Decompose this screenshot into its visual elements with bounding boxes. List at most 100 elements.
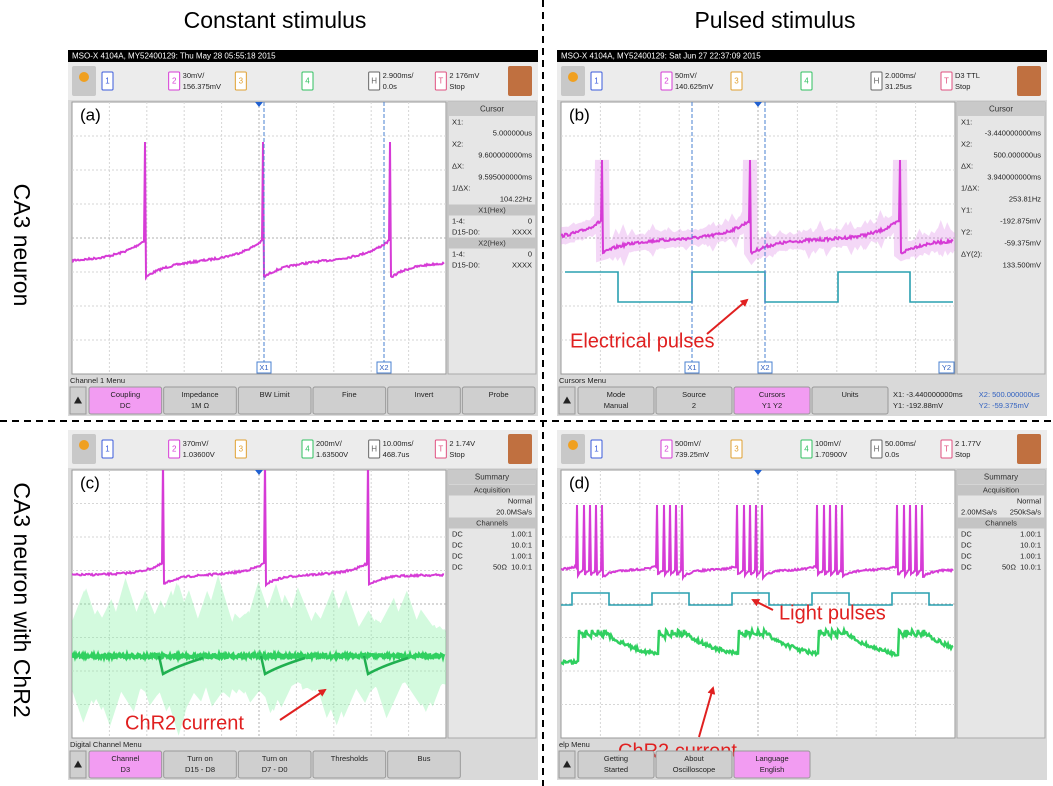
sidebar-text: 3.940000000ms — [987, 172, 1041, 181]
channel-setting: 0.0s — [383, 82, 397, 91]
sidebar-text: 2.00MSa/s — [961, 507, 997, 516]
sidebar-band-label: Acquisition — [474, 485, 510, 494]
sidebar-text: XXXX — [512, 260, 532, 269]
menu-title: Digital Channel Menu — [70, 740, 142, 749]
channel-setting: 50.00ms/ — [885, 439, 917, 448]
panel-label: (d) — [569, 473, 590, 492]
page: Oscilloscope figure {"headers":["Constan… — [0, 0, 1053, 786]
channel-tag: 1 — [105, 445, 110, 454]
sidebar-title: Summary — [984, 473, 1018, 482]
readout: Y2: -59.375mV — [979, 401, 1029, 410]
softkey-label: Coupling — [111, 390, 141, 399]
sidebar-text: 1.00:1 — [511, 551, 532, 560]
run-button[interactable] — [1017, 66, 1041, 96]
softkey-label: DC — [120, 401, 131, 410]
sidebar-text: 104.22Hz — [500, 194, 532, 203]
channel-setting: 2 1.77V — [955, 439, 981, 448]
sidebar-text: -59.375mV — [1004, 238, 1041, 247]
run-button[interactable] — [508, 434, 532, 464]
sidebar-text: 9.595000000ms — [478, 172, 532, 181]
readout: Y1: -192.88mV — [893, 401, 943, 410]
channel-tag: 3 — [734, 445, 739, 454]
channel-setting: Stop — [449, 450, 464, 459]
sidebar-text: 50Ω — [493, 562, 507, 571]
channel-tag: 3 — [239, 445, 244, 454]
sidebar-text: XXXX — [512, 227, 532, 236]
channel-tag: 4 — [305, 445, 310, 454]
scope-panel: MSO-X 4104A, MY52400129: Sat Jun 27 22:3… — [557, 50, 1047, 416]
sidebar-text: 50Ω — [1002, 562, 1016, 571]
channel-setting: 2 176mV — [449, 71, 479, 80]
softkey-label: 2 — [692, 401, 696, 410]
channel-tag: 1 — [105, 77, 110, 86]
sidebar-text: Normal — [1017, 496, 1042, 505]
sidebar-text: 10.0:1 — [511, 562, 532, 571]
sidebar-text: 5.000000us — [493, 128, 532, 137]
channel-setting: 50mV/ — [675, 71, 698, 80]
softkey-label: Started — [604, 765, 628, 774]
softkey-label: Bus — [418, 754, 431, 763]
channel-tag: 2 — [664, 445, 669, 454]
cursor-label: X2 — [379, 363, 388, 372]
page-body: Constant stimulus Pulsed stimulus CA3 ne… — [0, 0, 1053, 786]
sidebar-text: 250kSa/s — [1010, 507, 1042, 516]
channel-tag: H — [371, 445, 377, 454]
sidebar-text: Y2: — [961, 227, 972, 236]
sidebar-text: DC — [961, 540, 972, 549]
channel-tag: 1 — [594, 77, 599, 86]
panel-label: (a) — [80, 105, 101, 124]
sidebar-text: 1-4: — [452, 249, 465, 258]
sidebar-text: 10.0:1 — [1020, 562, 1041, 571]
annotation: Electrical pulses — [570, 330, 715, 352]
channel-setting: 500mV/ — [675, 439, 702, 448]
run-button[interactable] — [1017, 434, 1041, 464]
softkey-label: Turn on — [187, 754, 213, 763]
sidebar-title: Cursor — [480, 105, 504, 114]
sidebar-text: 0 — [528, 216, 532, 225]
channel-setting: 2.900ms/ — [383, 71, 415, 80]
sidebar-text: ΔX: — [961, 161, 973, 170]
channel-setting: 1.63500V — [316, 450, 348, 459]
channel-tag: T — [438, 77, 443, 86]
softkey-label: Cursors — [759, 390, 786, 399]
readout: X1: -3.440000000ms — [893, 390, 963, 399]
cursor-label: Y2 — [942, 363, 951, 372]
intensity-icon — [568, 440, 578, 450]
sidebar-text: 1.00:1 — [511, 529, 532, 538]
cursor-label: X1 — [259, 363, 268, 372]
sidebar-text: Normal — [508, 496, 533, 505]
softkey-label: D7 - D0 — [262, 765, 288, 774]
softkey-label: D3 — [121, 765, 131, 774]
channel-setting: 140.625mV — [675, 82, 713, 91]
intensity-icon — [568, 72, 578, 82]
row-label: CA3 neuron with ChR2 — [9, 482, 35, 717]
sidebar-text: 0 — [528, 249, 532, 258]
sidebar-text: 1/ΔX: — [452, 183, 470, 192]
channel-tag: 3 — [239, 77, 244, 86]
menu-title: Channel 1 Menu — [70, 376, 125, 385]
channel-tag: H — [371, 77, 377, 86]
column-header: Constant stimulus — [184, 7, 367, 33]
softkey-label: Invert — [415, 390, 435, 399]
panel-label: (c) — [80, 473, 100, 492]
run-button[interactable] — [508, 66, 532, 96]
softkey-label: Turn on — [262, 754, 288, 763]
sidebar-text: X2: — [961, 139, 972, 148]
sidebar-band-label: X1(Hex) — [478, 205, 506, 214]
channel-tag: T — [944, 77, 949, 86]
channel-setting: Stop — [449, 82, 464, 91]
softkey-label: Probe — [489, 390, 509, 399]
sidebar-text: 9.600000000ms — [478, 150, 532, 159]
sidebar-text: 500.000000us — [993, 150, 1041, 159]
softkey-label: D15 - D8 — [185, 765, 215, 774]
cursor-label: X2 — [760, 363, 769, 372]
menu-title: elp Menu — [559, 740, 590, 749]
softkey-label: English — [760, 765, 785, 774]
channel-setting: 1.70900V — [815, 450, 847, 459]
sidebar-text: DC — [961, 529, 972, 538]
softkey-label: Thresholds — [331, 754, 368, 763]
sidebar-text: ΔY(2): — [961, 249, 982, 258]
softkey-label: Language — [755, 754, 788, 763]
sidebar-band-label: Channels — [476, 518, 508, 527]
softkey-label: Source — [682, 390, 706, 399]
